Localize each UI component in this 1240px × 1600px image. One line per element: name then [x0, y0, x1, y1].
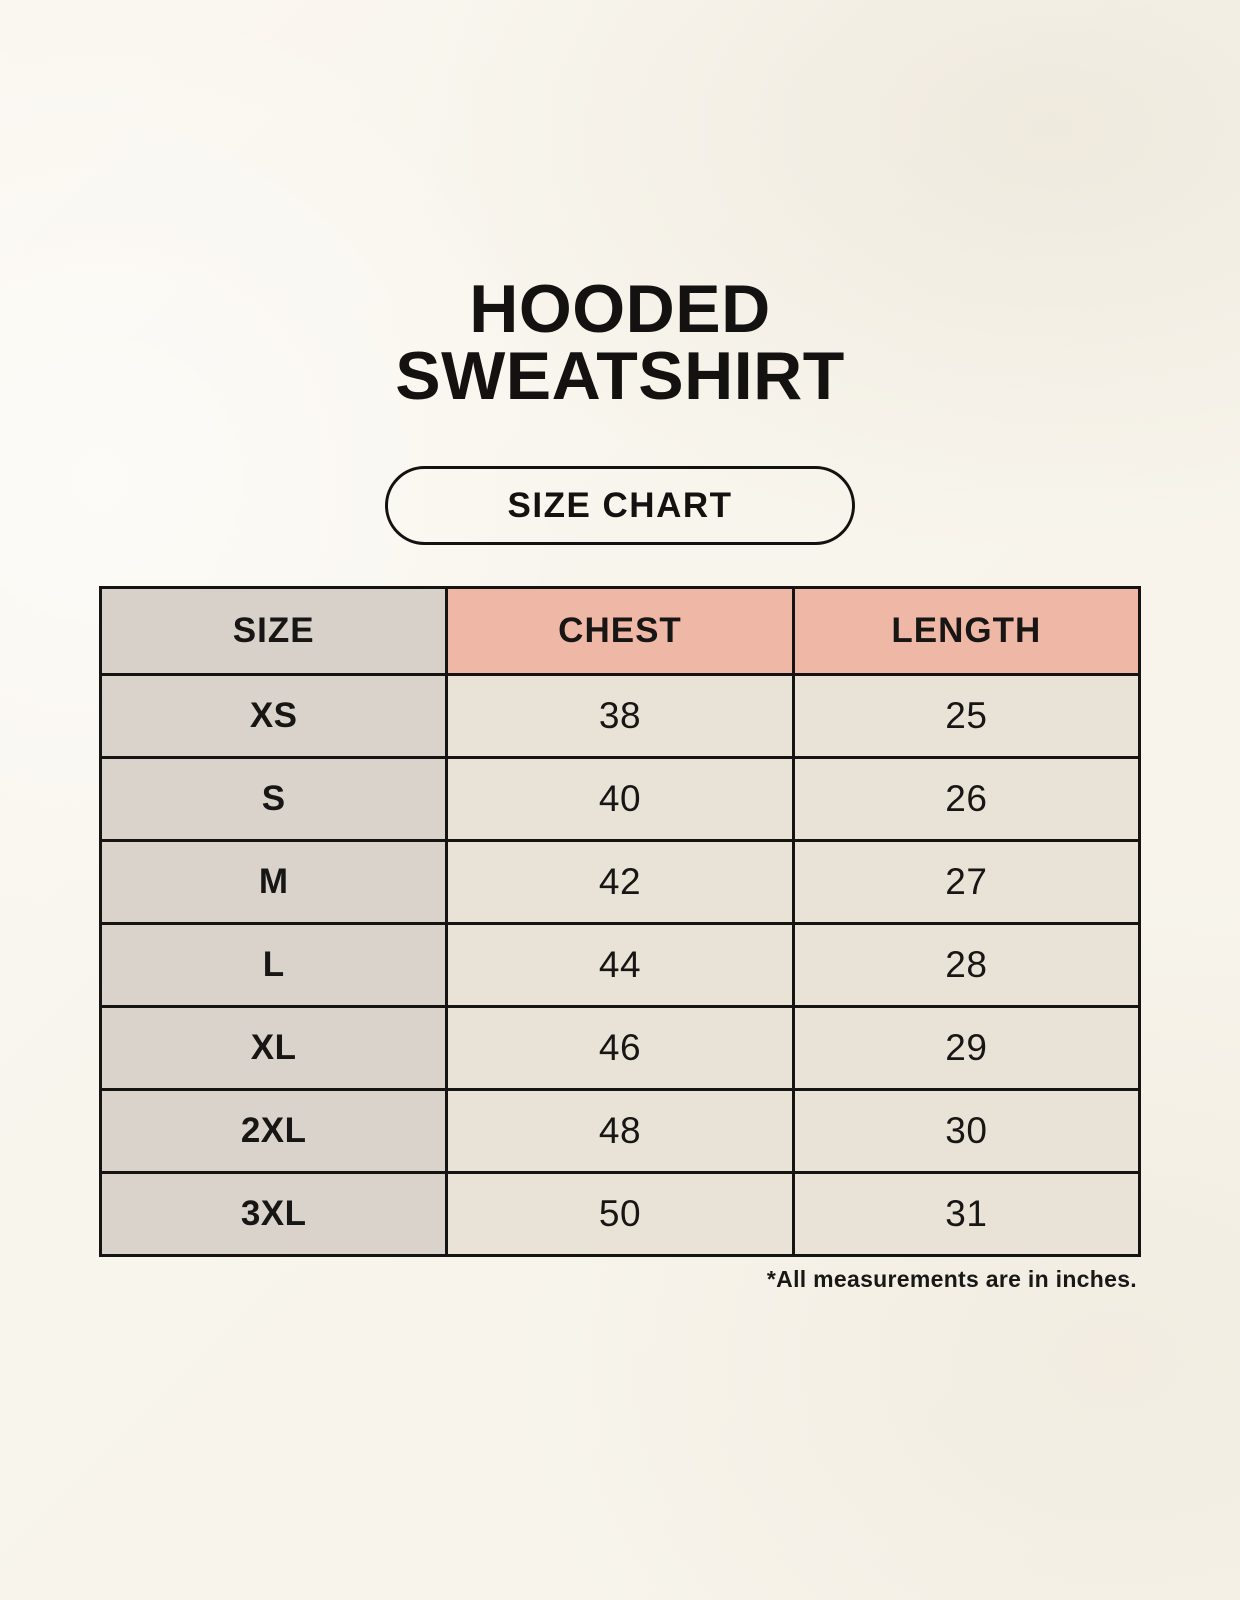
size-label: L [98, 922, 449, 1009]
size-chart-table: SIZE CHEST LENGTH XS 38 25 S 40 26 M 42 … [98, 586, 1142, 1258]
size-label: 2XL [98, 1088, 449, 1175]
chest-value: 38 [445, 673, 795, 760]
length-value: 30 [791, 1088, 1142, 1175]
size-chart-badge[interactable]: SIZE CHART [385, 466, 855, 546]
page-title-line-2: SWEATSHIRT [395, 337, 845, 414]
table-row: 3XL 50 31 [98, 1171, 1142, 1258]
header-cell-size: SIZE [98, 586, 449, 677]
measurements-footnote: *All measurements are in inches. [766, 1266, 1137, 1293]
chest-value: 46 [445, 1005, 795, 1092]
header-cell-length: LENGTH [791, 586, 1142, 677]
page-title: HOODED SWEATSHIRT [395, 275, 845, 410]
length-value: 26 [791, 756, 1142, 843]
page-title-line-1: HOODED [469, 271, 771, 347]
size-label: 3XL [98, 1171, 449, 1258]
table-row: L 44 28 [98, 922, 1142, 1009]
chest-value: 48 [445, 1088, 795, 1175]
table-row: 2XL 48 30 [98, 1088, 1142, 1175]
chest-value: 50 [445, 1171, 795, 1258]
length-value: 27 [791, 839, 1142, 926]
table-header-row: SIZE CHEST LENGTH [98, 586, 1142, 677]
header-cell-chest: CHEST [445, 586, 795, 677]
table-row: M 42 27 [98, 839, 1142, 926]
table-row: S 40 26 [98, 756, 1142, 843]
table-row: XS 38 25 [98, 673, 1142, 760]
length-value: 25 [791, 673, 1142, 760]
length-value: 31 [791, 1171, 1142, 1258]
chest-value: 40 [445, 756, 795, 843]
chest-value: 42 [445, 839, 795, 926]
size-label: XS [98, 673, 449, 760]
size-label: S [98, 756, 449, 843]
chest-value: 44 [445, 922, 795, 1009]
size-label: XL [98, 1005, 449, 1092]
table-row: XL 46 29 [98, 1005, 1142, 1092]
length-value: 28 [791, 922, 1142, 1009]
length-value: 29 [791, 1005, 1142, 1092]
size-label: M [98, 839, 449, 926]
